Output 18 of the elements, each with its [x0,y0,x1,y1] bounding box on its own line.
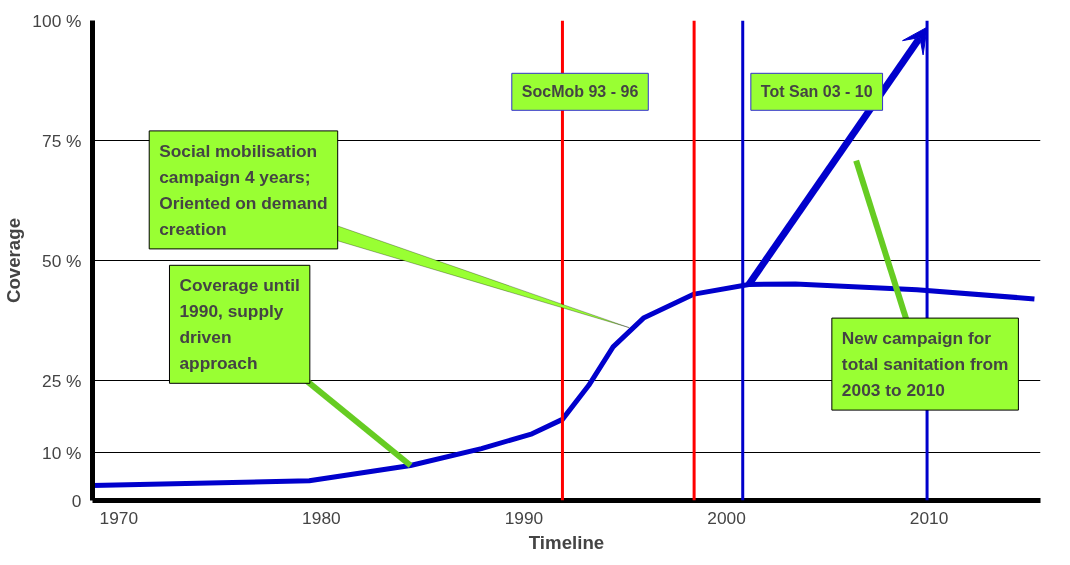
annotation: Coverage until 1990, supply driven approach [179,275,300,374]
x-tick-label: 1970 [99,507,139,528]
x-tick-label: 1980 [302,507,341,528]
y-tick-label: 25 % [42,370,82,391]
x-tick-label: 2000 [707,507,746,528]
x-tick-label: 2010 [909,507,949,528]
x-axis-title: Timeline [528,531,605,553]
y-tick-label: 75 % [42,130,82,151]
annotation: Social mobilisation campaign 4 years; Oriented on demand creation [159,140,328,239]
x-tick-label: 1990 [504,507,544,528]
y-tick-label: 100 % [32,10,82,31]
y-axis-title: Coverage [3,217,25,304]
annotation: Tot San 03 - 10 [760,83,873,101]
y-tick-label: 10 % [42,442,82,463]
annotation: New campaign for total sanitation from 2003 to 2010 [841,328,1009,401]
annotation: SocMob 93 - 96 [521,83,639,101]
y-tick-label: 0 [71,490,82,511]
y-tick-label: 50 % [42,250,82,271]
